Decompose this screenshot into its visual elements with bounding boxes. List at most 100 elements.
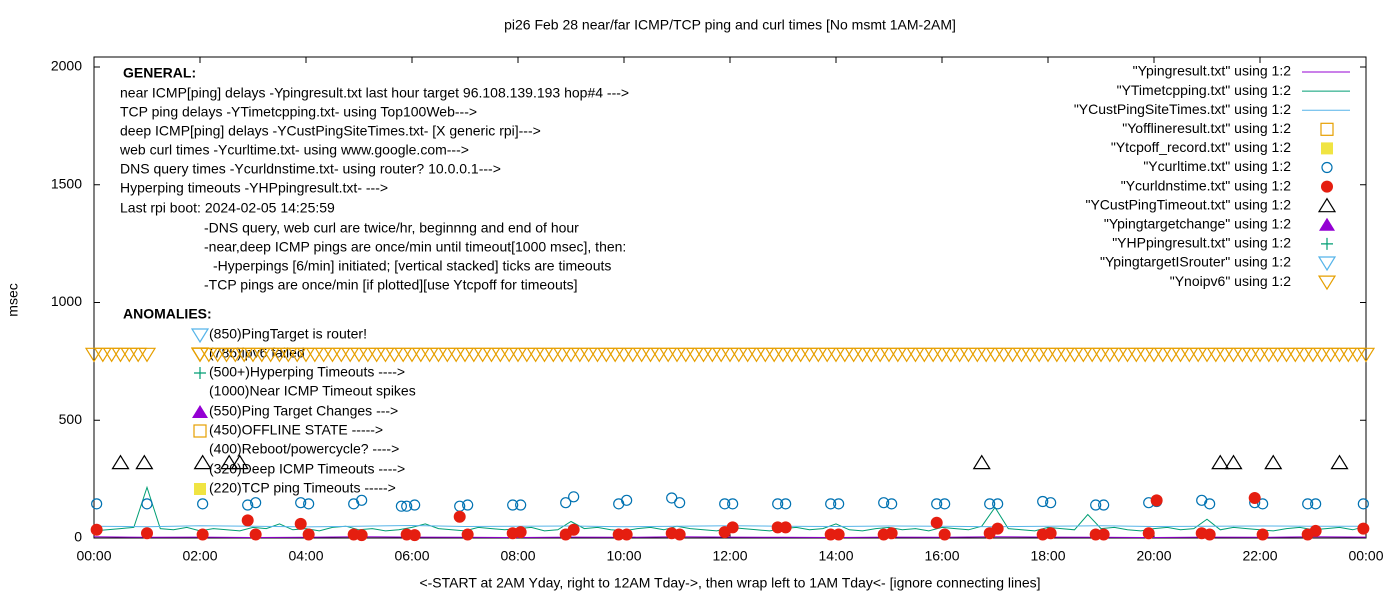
point [818,347,837,363]
y-axis-label: msec [5,283,21,316]
point [1250,347,1270,363]
point [420,347,439,363]
legend-swatch [1321,161,1333,174]
point [137,347,157,363]
point [1021,347,1040,363]
point [779,521,792,534]
point [597,347,616,363]
point [1211,454,1230,470]
point [1203,528,1216,541]
point [394,347,413,363]
point [560,497,572,509]
point [302,528,315,541]
annotation: deep ICMP[ping] delays -YCustPingSiteTim… [120,123,541,139]
point [1038,347,1058,363]
annotation: (550)Ping Target Changes ---> [209,403,398,419]
point [411,347,430,363]
legend-label: "Ypingresult.txt" using 1:2 [1133,63,1292,79]
point [376,347,395,363]
point [314,347,333,363]
point [614,347,634,363]
point [288,347,307,363]
point [756,347,775,363]
point [507,499,519,511]
point [1312,347,1331,363]
point [1321,347,1340,363]
point [720,347,740,363]
point [977,347,996,363]
legend-swatch [1321,180,1333,193]
annotation-icon [190,328,210,344]
annotation: GENERAL: [123,65,196,81]
point [1150,494,1163,507]
point [91,498,103,510]
point [959,347,978,363]
point [685,347,704,363]
point [544,347,563,363]
point [1330,454,1349,470]
point [332,347,351,363]
legend-swatch [1321,237,1333,250]
point [567,523,580,536]
point [1224,454,1243,470]
point [102,347,121,363]
point [482,347,501,363]
point [825,498,837,510]
point [341,347,360,363]
point [886,498,898,510]
annotation-icon [194,483,206,495]
legend-swatch [1319,217,1335,231]
point [453,510,466,523]
point [1206,347,1225,363]
point [1339,347,1358,363]
point [196,528,209,541]
point [141,527,153,540]
x-axis-label: <-START at 2AM Yday, right to 12AM Tday-… [419,575,1040,591]
point [193,454,212,470]
point [968,347,987,363]
point [356,494,368,506]
point [1118,347,1137,363]
point [270,347,289,363]
point [349,347,369,363]
point [632,347,651,363]
point [535,347,554,363]
point [1309,524,1322,537]
x-tick-label: 00:00 [1348,548,1383,564]
point [1197,347,1217,363]
chart-title: pi26 Feb 28 near/far ICMP/TCP ping and c… [504,17,956,33]
y-tick-label: 500 [59,411,83,427]
point [199,347,218,363]
point [972,454,991,470]
series-line [93,536,1367,539]
point [738,347,757,363]
point [1256,528,1269,541]
point [871,347,890,363]
point [1091,347,1111,363]
point [924,347,943,363]
annotation: -Hyperpings [6/min] initiated; [vertical… [213,258,611,274]
point [765,347,784,363]
legend-label: "YCustPingTimeout.txt" using 1:2 [1085,196,1291,212]
point [295,497,307,509]
x-tick-label: 14:00 [818,548,853,564]
annotation-icon [192,405,208,418]
point [508,347,528,363]
point [747,347,766,363]
point [570,347,589,363]
legend-label: "Ycurltime.txt" using 1:2 [1143,158,1291,174]
legend-label: "YHPpingresult.txt" using 1:2 [1112,235,1291,251]
point [620,528,633,541]
point [1277,347,1296,363]
point [1097,528,1110,541]
point [1056,347,1075,363]
point [1357,522,1370,535]
x-tick-label: 06:00 [394,548,429,564]
point [120,347,139,363]
point [395,500,407,512]
point [1302,498,1314,510]
x-tick-label: 00:00 [76,548,111,564]
point [1204,498,1216,510]
point [367,347,386,363]
point [1074,347,1093,363]
